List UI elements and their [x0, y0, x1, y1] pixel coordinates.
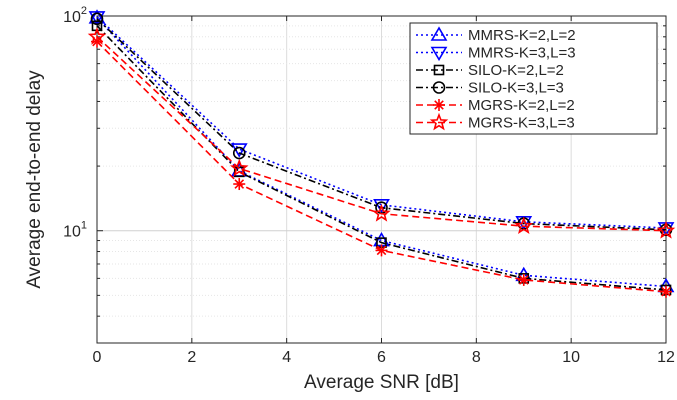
x-tick-label: 6 — [377, 349, 386, 366]
marker-asterisk-stroke — [234, 179, 245, 189]
legend-entry: SILO-K=2,L=2 — [416, 62, 564, 79]
legend: MMRS-K=2,L=2MMRS-K=3,L=3SILO-K=2,L=2SILO… — [409, 22, 658, 135]
marker-star — [372, 203, 391, 222]
marker-asterisk-stroke — [434, 100, 444, 110]
legend-box — [409, 22, 658, 135]
x-tick-label: 8 — [472, 349, 481, 366]
marker-square — [433, 64, 445, 76]
legend-label: MGRS-K=2,L=2 — [468, 97, 575, 114]
marker-triangle-up — [430, 26, 448, 41]
y-tick-label: 101 — [63, 220, 87, 241]
series-MGRS-K=2,L=2 — [91, 35, 672, 298]
marker-star — [429, 112, 449, 131]
series-MGRS-K=3,L=3 — [87, 27, 676, 239]
series-line — [96, 36, 667, 232]
marker-asterisk — [517, 273, 530, 286]
marker-triangle-down — [88, 11, 106, 26]
marker-asterisk-stroke — [518, 275, 529, 285]
marker-circle — [432, 81, 446, 94]
marker-asterisk — [233, 178, 246, 191]
marker-star — [514, 216, 534, 235]
legend-entry: MGRS-K=3,L=3 — [416, 112, 575, 132]
marker-star — [229, 158, 249, 177]
legend-label: SILO-K=3,L=3 — [468, 80, 564, 97]
marker-asterisk — [375, 244, 388, 257]
legend-label: MMRS-K=3,L=3 — [468, 45, 576, 62]
marker-triangle-down — [373, 199, 390, 214]
legend-label: MMRS-K=2,L=2 — [468, 27, 576, 44]
legend-entry: MGRS-K=2,L=2 — [416, 97, 575, 114]
legend-entry: MMRS-K=2,L=2 — [416, 26, 576, 44]
x-tick-label: 12 — [657, 349, 675, 366]
legend-entry: SILO-K=3,L=3 — [416, 80, 564, 97]
y-tick-label: 102 — [63, 5, 87, 26]
marker-star — [656, 220, 676, 239]
x-tick-label: 0 — [93, 349, 102, 366]
marker-star — [87, 27, 107, 45]
x-tick-label: 4 — [282, 349, 291, 366]
x-tick-label: 2 — [187, 349, 196, 366]
series-line — [96, 17, 667, 288]
legend-label: MGRS-K=3,L=3 — [468, 115, 575, 132]
marker-asterisk — [660, 285, 672, 298]
marker-asterisk — [433, 99, 445, 111]
x-axis-title: Average SNR [dB] — [304, 372, 459, 393]
x-tick-label: 10 — [562, 349, 580, 366]
legend-entry: MMRS-K=3,L=3 — [416, 45, 576, 62]
series-line — [96, 25, 667, 291]
marker-asterisk-stroke — [661, 286, 671, 297]
y-axis-title: Average end-to-end delay — [24, 70, 45, 289]
marker-circle — [90, 12, 104, 26]
marker-circle — [232, 146, 246, 160]
legend-label: SILO-K=2,L=2 — [468, 62, 564, 79]
marker-triangle-down — [430, 46, 448, 62]
marker-asterisk-stroke — [376, 245, 387, 256]
